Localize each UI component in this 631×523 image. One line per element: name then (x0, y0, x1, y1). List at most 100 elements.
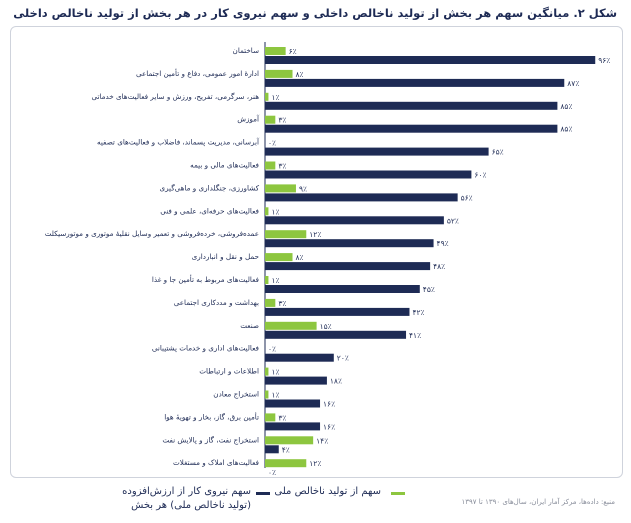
bar-green (265, 459, 307, 468)
data-label-navy: ۶۵٪ (492, 148, 504, 157)
bar-green (265, 436, 314, 445)
bar-green (265, 184, 296, 193)
bar-green (265, 92, 269, 101)
legend-green-label: سهم از تولید ناخالص ملی (274, 486, 381, 497)
bar-green (265, 230, 307, 239)
bar-navy (265, 330, 407, 339)
data-label-green: ۱۲٪ (309, 230, 321, 239)
data-label-navy: ۸۷٪ (567, 79, 579, 88)
data-label-navy: ۶۰٪ (474, 171, 486, 180)
category-label: فعالیت‌های مالی و بیمه (190, 161, 259, 170)
data-label-navy: ۴۲٪ (412, 308, 424, 317)
bar-navy (265, 147, 489, 156)
chart-frame (10, 26, 623, 478)
bar-navy (265, 239, 434, 248)
data-label-green: ۱۴٪ (316, 436, 328, 445)
data-label-green: ۱۵٪ (320, 322, 332, 331)
bar-navy (265, 285, 420, 293)
data-label-green: ۱٪ (271, 207, 279, 216)
data-label-green: ۱٪ (271, 276, 279, 285)
category-label: فعالیت‌های حرفه‌ای، علمی و فنی (160, 206, 259, 215)
bar-green (265, 390, 269, 399)
bar-green (265, 298, 276, 307)
data-label-navy: ۹۶٪ (598, 56, 610, 65)
data-label-green: ۳٪ (278, 116, 286, 125)
data-label-navy: ۴۸٪ (433, 262, 445, 271)
bar-green (265, 367, 269, 376)
bar-navy (265, 170, 472, 179)
legend-navy-swatch (256, 492, 270, 495)
source-note: منبع: داده‌ها، مرکز آمار ایران، سال‌های … (461, 498, 615, 506)
data-label-navy: ۱۶٪ (323, 400, 335, 409)
data-label-green: ۸٪ (296, 253, 304, 262)
chart-title: شکل ۲. میانگین سهم هر بخش از تولید ناخال… (13, 6, 617, 20)
bar-green (265, 115, 276, 124)
data-label-green: ۹٪ (299, 184, 307, 193)
category-label: حمل و نقل و انبارداری (192, 252, 259, 261)
bar-navy (265, 193, 458, 202)
data-label-navy: ۲۰٪ (337, 354, 349, 363)
bar-navy (265, 399, 321, 408)
data-label-navy: ۵۲٪ (447, 216, 459, 225)
data-label-navy: ۴۵٪ (423, 285, 435, 294)
category-label: کشاورزی، جنگلداری و ماهی‌گیری (159, 183, 259, 192)
bar-green (265, 69, 293, 78)
bar-navy (265, 353, 334, 362)
bar-navy (265, 445, 279, 454)
bar-navy (265, 216, 444, 225)
data-label-green: ۳٪ (278, 162, 286, 171)
legend-navy-label-line2: (تولید ناخالص ملی) هر بخش (131, 500, 251, 511)
bar-navy (265, 262, 431, 271)
bar-green (265, 276, 269, 284)
data-label-navy: ۰٪ (268, 468, 276, 477)
category-label: استخراج نفت، گاز و پالایش نفت (162, 435, 259, 444)
data-label-navy: ۸۵٪ (560, 102, 572, 111)
bar-navy (265, 56, 596, 64)
category-label: آبرسانی، مدیریت پسماند، فاضلاب و فعالیت‌… (97, 137, 260, 147)
category-label: ادارهٔ امور عمومی، دفاع و تأمین اجتماعی (136, 68, 259, 78)
category-label: فعالیت‌های مربوط به تأمین جا و غذا (152, 274, 259, 284)
category-label: تأمین برق، گاز، بخار و تهویهٔ هوا (164, 411, 259, 421)
data-label-green: ۱۲٪ (309, 459, 321, 468)
data-label-navy: ۱۶٪ (323, 422, 335, 431)
bar-navy (265, 307, 410, 316)
bar-green (265, 253, 293, 262)
data-label-green: ۶٪ (289, 47, 297, 56)
bar-green (265, 47, 286, 55)
bar-navy (265, 101, 558, 110)
category-label: اطلاعات و ارتباطات (199, 367, 259, 376)
category-label: استخراج معادن (213, 390, 259, 399)
bar-navy (265, 78, 565, 87)
bar-green (265, 207, 269, 216)
category-label: صنعت (240, 321, 259, 330)
data-label-navy: ۴٪ (282, 445, 290, 454)
category-label: فعالیت‌های اداری و خدمات پشتیبانی (152, 344, 259, 353)
category-label: ساختمان (233, 46, 259, 55)
data-label-navy: ۴۱٪ (409, 331, 421, 340)
category-label: عمده‌فروشی، خرده‌فروشی و تعمیر وسایل نقل… (45, 229, 259, 238)
bar-navy (265, 422, 321, 431)
data-label-navy: ۴۹٪ (437, 239, 449, 248)
category-label: بهداشت و مددکاری اجتماعی (174, 298, 259, 307)
data-label-green: ۸٪ (296, 70, 304, 79)
bar-green (265, 413, 276, 422)
data-label-navy: ۵۶٪ (461, 193, 473, 202)
category-label: آموزش (237, 114, 260, 124)
bar-navy (265, 376, 327, 385)
data-label-green: ۰٪ (268, 345, 276, 354)
data-label-green: ۱٪ (271, 391, 279, 400)
data-label-green: ۰٪ (268, 139, 276, 148)
data-label-green: ۳٪ (278, 299, 286, 308)
data-label-green: ۱٪ (271, 93, 279, 102)
legend-navy-label-line1: سهم نیروی کار از ارزش‌افزوده (122, 486, 251, 497)
bar-green (265, 161, 276, 170)
category-label: هنر، سرگرمی، تفریح، ورزش و سایر فعالیت‌ه… (91, 92, 259, 101)
legend: سهم از تولید ناخالص ملی سهم نیروی کار از… (0, 484, 631, 518)
category-label: فعالیت‌های املاک و مستغلات (173, 458, 259, 467)
data-label-navy: ۸۵٪ (560, 125, 572, 134)
legend-green-swatch (391, 492, 405, 495)
bar-green (265, 321, 317, 330)
data-label-navy: ۱۸٪ (330, 377, 342, 386)
bar-navy (265, 124, 558, 133)
